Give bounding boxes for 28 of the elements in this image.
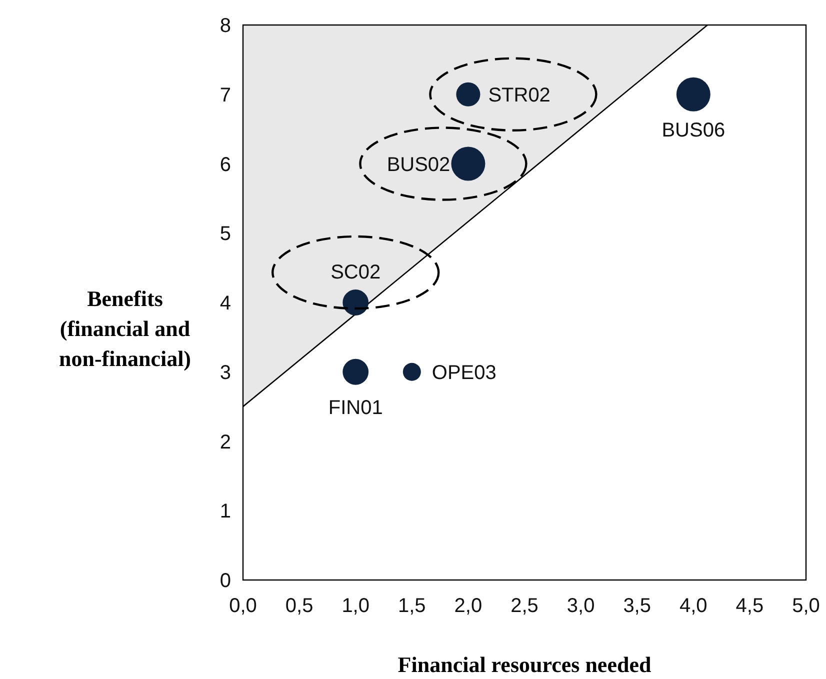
- annotation: FIN01: [328, 396, 383, 419]
- x-axis-title: Financial resources needed: [398, 652, 652, 677]
- x-tick-label: 3,0: [566, 595, 595, 617]
- x-tick-label: 2,5: [510, 595, 538, 617]
- y-tick-label: 0: [220, 570, 231, 592]
- x-tick-label: 2,0: [454, 595, 482, 617]
- y-tick-label: 6: [220, 154, 231, 176]
- annotation: BUS06: [662, 119, 726, 142]
- annotation: STR02: [488, 84, 550, 106]
- y-tick-label: 3: [220, 362, 231, 384]
- y-tick-label: 1: [220, 500, 231, 523]
- y-tick-label: 7: [220, 84, 231, 106]
- x-tick-label: 1,0: [342, 595, 370, 617]
- x-tick-label: 1,5: [398, 595, 426, 617]
- x-tick-label: 0,5: [285, 595, 314, 617]
- x-tick-label: 5,0: [792, 595, 820, 617]
- x-tick-label: 4,0: [679, 595, 708, 617]
- annotation: SC02: [330, 262, 381, 284]
- x-tick-label: 0,0: [229, 595, 257, 617]
- y-axis-title: Benefits (financial and non-financial): [58, 286, 192, 371]
- x-tick-label: 3,5: [623, 595, 652, 617]
- y-tick-label: 8: [220, 15, 231, 37]
- y-tick-label: 2: [220, 431, 231, 454]
- y-tick-label: 4: [220, 292, 231, 314]
- x-tick-label: 4,5: [736, 595, 764, 617]
- annotation: BUS02: [386, 154, 450, 176]
- annotation: OPE03: [432, 362, 496, 384]
- y-tick-label: 5: [220, 223, 231, 246]
